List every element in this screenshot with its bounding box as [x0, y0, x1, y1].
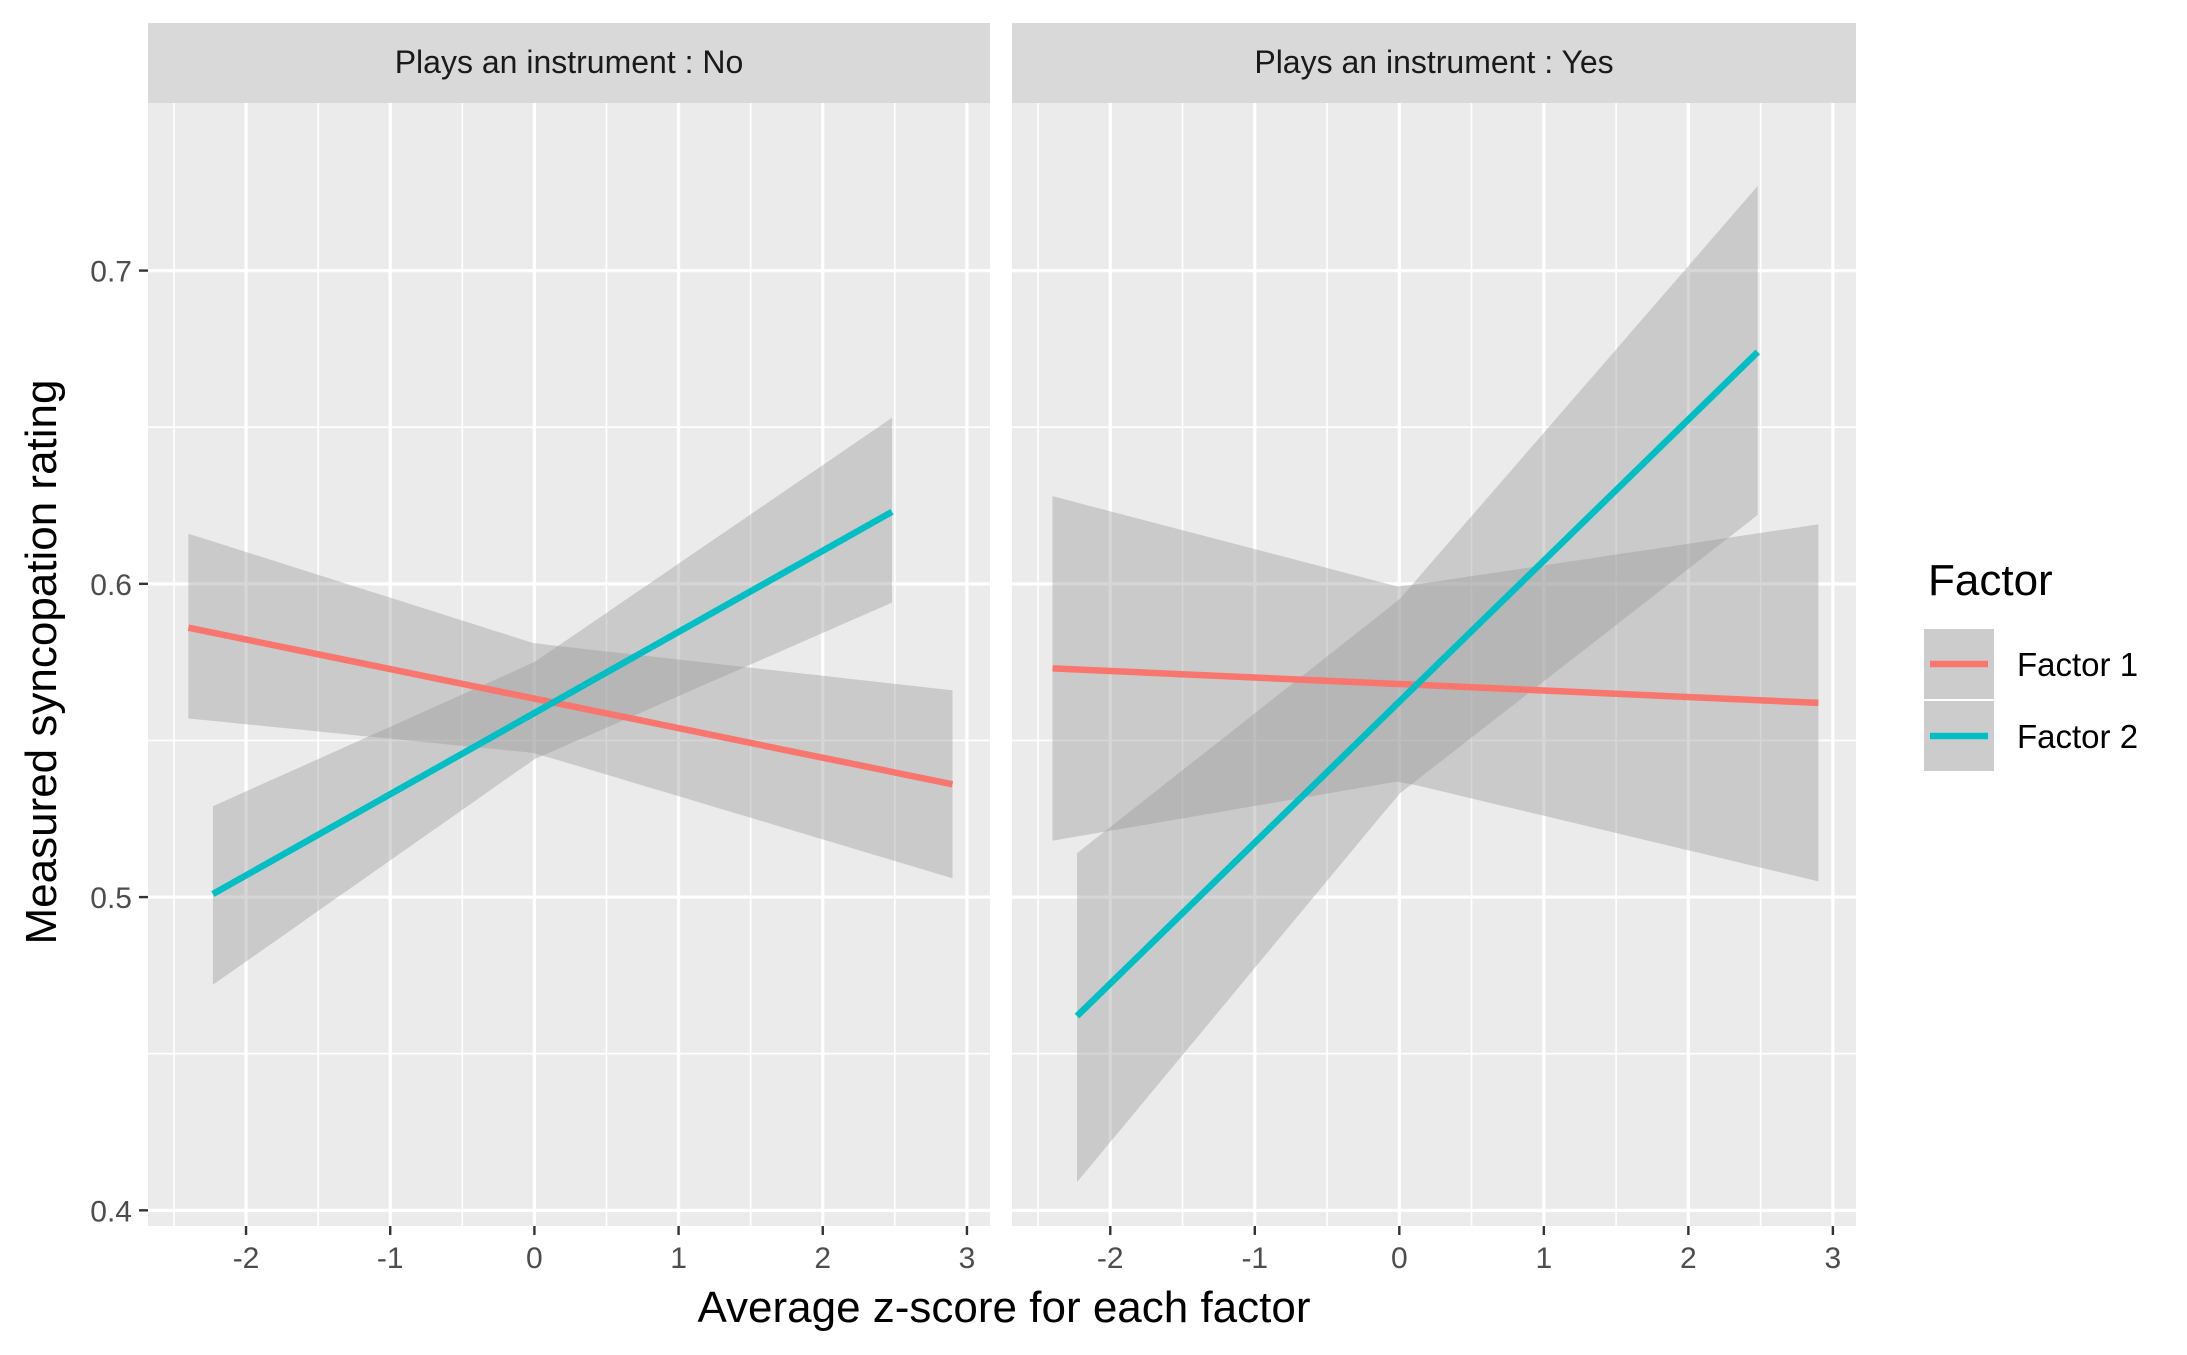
- legend-entry-factor-1: Factor 1: [1922, 627, 2138, 701]
- panels-layer: Plays an instrument : No-2 -1 0 1 2 30.40.50.…: [90, 23, 1856, 1275]
- axes-layer: Average z-score for each factor Measured…: [17, 380, 1311, 1333]
- x-tick-label: 1: [670, 1242, 687, 1275]
- y-tick-label: 0.5: [90, 882, 132, 915]
- x-tick-label: 3: [1825, 1242, 1842, 1275]
- strip-background: [1012, 23, 1856, 103]
- series-line-factor-2: [1074, 349, 1760, 1019]
- y-axis-title: Measured syncopation rating: [17, 380, 66, 945]
- x-tick-label: 2: [814, 1242, 831, 1275]
- legend-label: Factor 2: [2017, 718, 2138, 755]
- x-tick-label: 3: [959, 1242, 976, 1275]
- panel-1: Plays an instrument : No-2 -1 0 1 2 30.40.50.…: [90, 23, 990, 1275]
- legend-title: Factor: [1928, 556, 2053, 605]
- x-axis-title: Average z-score for each factor: [697, 1283, 1310, 1332]
- legend-label: Factor 1: [2017, 646, 2138, 683]
- x-tick-label: -1: [377, 1242, 404, 1275]
- x-tick-label: 0: [526, 1242, 543, 1275]
- x-tick-label: 0: [1391, 1242, 1408, 1275]
- strip-label: Plays an instrument : No: [395, 44, 744, 80]
- series-line-factor-2: [211, 508, 894, 897]
- x-tick-label: -2: [1097, 1242, 1124, 1275]
- y-tick-label: 0.4: [90, 1195, 132, 1228]
- strip-background: [148, 23, 990, 103]
- y-tick-label: 0.6: [90, 569, 132, 602]
- legend: Factor Factor 1 Factor 2: [1922, 556, 2138, 773]
- legend-entry-factor-2: Factor 2: [1922, 699, 2138, 773]
- panel-2: Plays an instrument : Yes -2 -1 0 1 2 3: [1012, 23, 1856, 1275]
- gridlines: [148, 103, 990, 1226]
- x-axis: -2 -1 0 1 2 3: [1097, 1226, 1841, 1275]
- y-tick-label: 0.7: [90, 256, 132, 289]
- x-axis: -2 -1 0 1 2 3: [233, 1226, 976, 1275]
- gridlines: [1012, 103, 1856, 1226]
- x-tick-label: 1: [1535, 1242, 1552, 1275]
- x-tick-label: 2: [1680, 1242, 1697, 1275]
- strip-label: Plays an instrument : Yes: [1254, 44, 1613, 80]
- series-line-factor-1: [187, 624, 954, 788]
- x-tick-label: -1: [1241, 1242, 1268, 1275]
- series-line-factor-1: [1052, 665, 1819, 707]
- x-tick-label: -2: [233, 1242, 260, 1275]
- panel-background: [148, 103, 990, 1226]
- y-axis: 0.4 0.5 0.6 0.7: [90, 256, 148, 1228]
